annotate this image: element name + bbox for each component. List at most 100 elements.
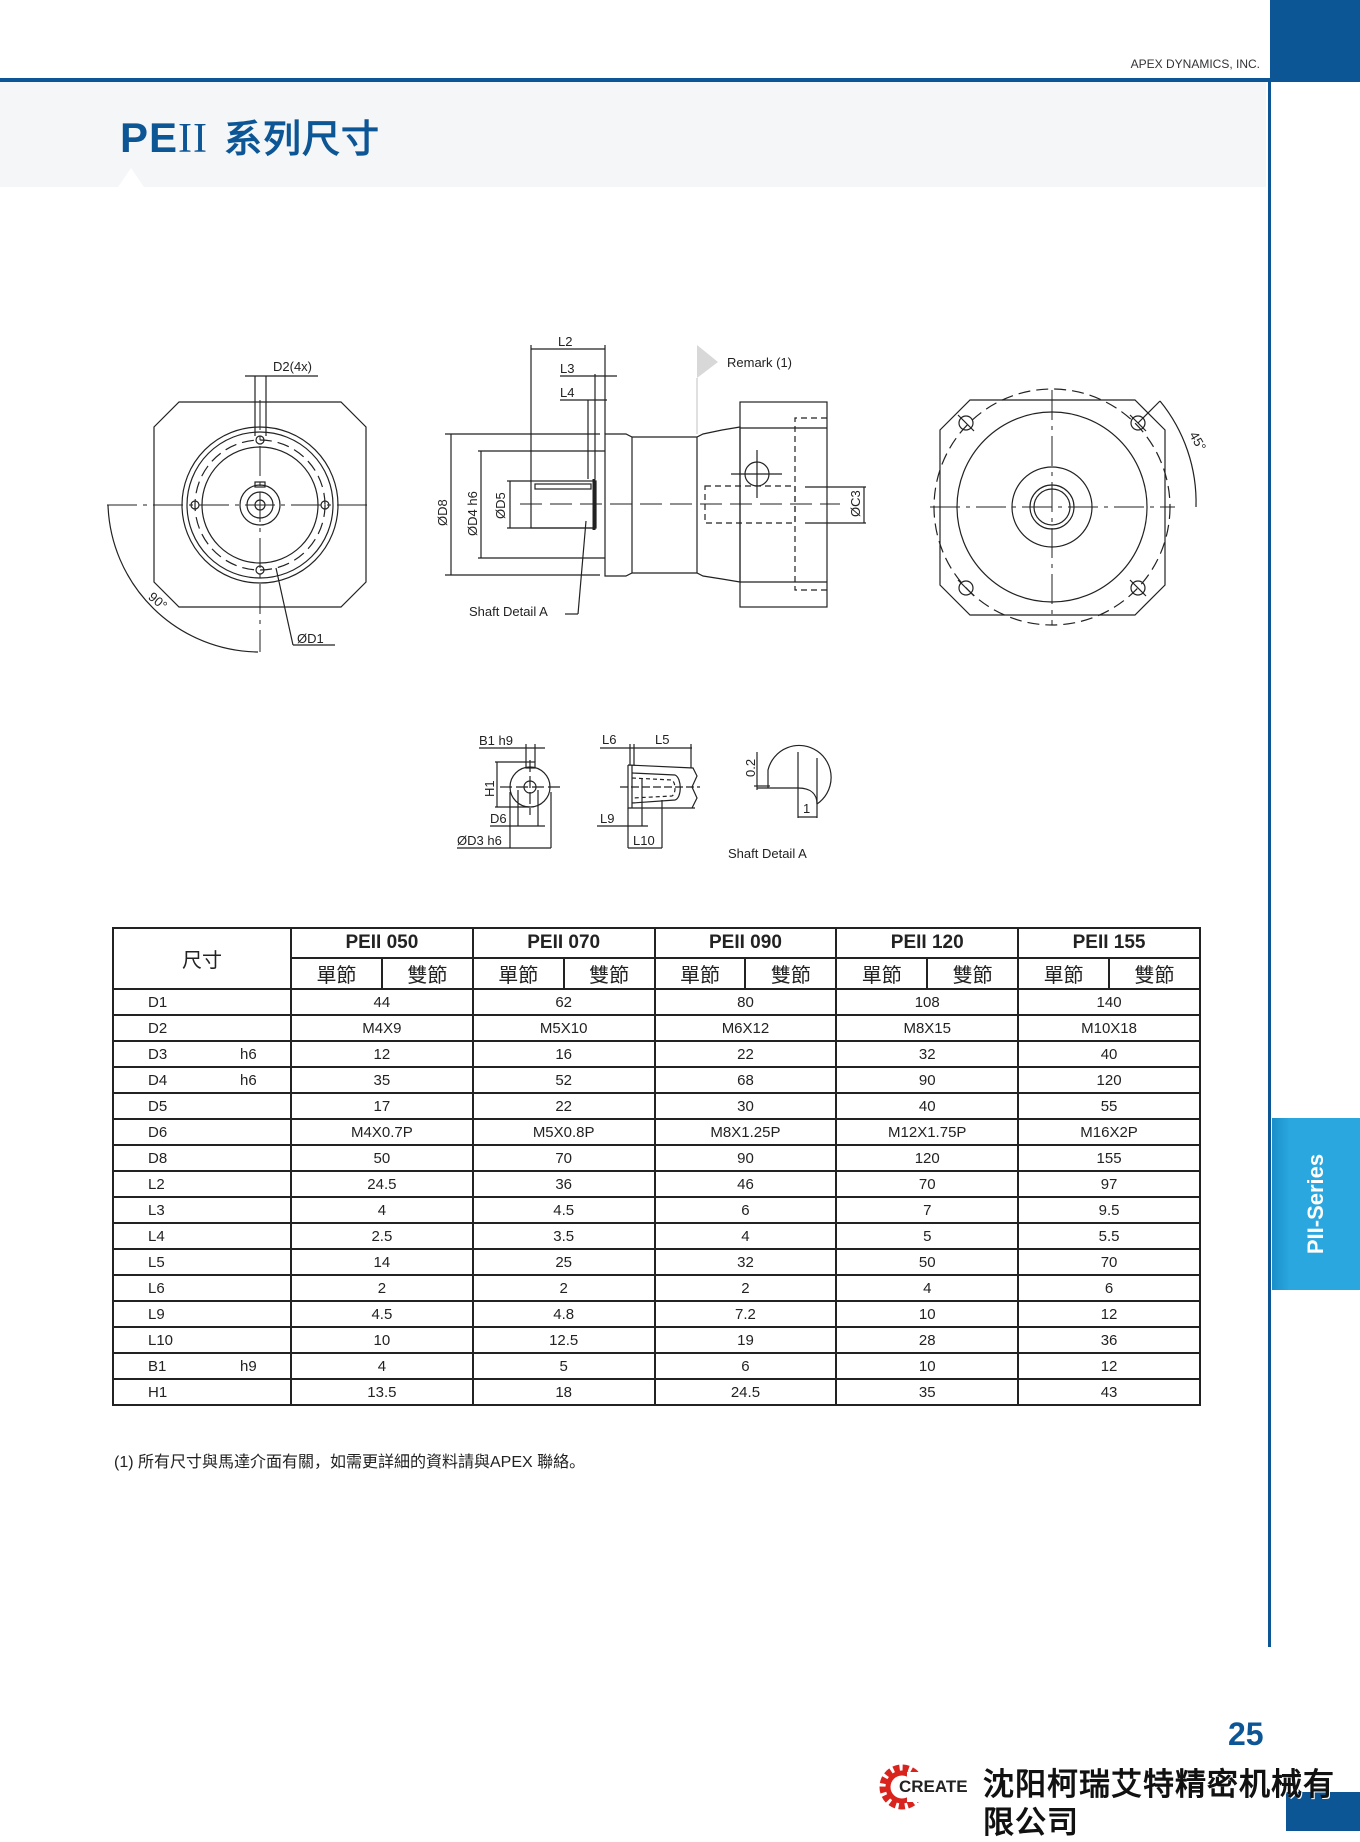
value-cell: 5.5 — [1017, 1222, 1201, 1250]
value-cell: 140 — [1017, 988, 1201, 1016]
value-cell: 2 — [290, 1274, 474, 1302]
table-row: H1 13.5 18 24.5 35 43 — [112, 1378, 1201, 1406]
value-cell: 55 — [1017, 1092, 1201, 1120]
l5-label: L5 — [655, 732, 669, 747]
l6-label: L6 — [602, 732, 616, 747]
value-cell: M5X0.8P — [471, 1118, 656, 1146]
value-cell: 24.5 — [653, 1378, 838, 1406]
angle-90-label: 90° — [145, 589, 170, 613]
table-row: D6 M4X0.7P M5X0.8P M8X1.25P M12X1.75P M16X2P — [112, 1118, 1201, 1146]
dimension-name: D4 — [148, 1071, 168, 1089]
value-cell: 12 — [290, 1040, 474, 1068]
detail-a-title: Shaft Detail A — [728, 846, 807, 861]
company-name: APEX DYNAMICS, INC. — [1130, 57, 1260, 71]
value-cell: 10 — [835, 1300, 1020, 1328]
value-cell: 2 — [471, 1274, 656, 1302]
front-view: D2(4x) ØD1 90° — [107, 359, 368, 653]
value-cell: 4 — [290, 1196, 474, 1224]
value-cell: 6 — [653, 1196, 838, 1224]
table-row: D2 M4X9 M5X10 M6X12 M8X15 M10X18 — [112, 1014, 1201, 1042]
value-cell: M4X0.7P — [290, 1118, 474, 1146]
title-roman: II — [178, 116, 209, 162]
title-cn: 系列尺寸 — [224, 117, 381, 161]
value-cell: 52 — [471, 1066, 656, 1094]
value-cell: 32 — [653, 1248, 838, 1276]
value-cell: 36 — [471, 1170, 656, 1198]
dimension-name: L5 — [148, 1253, 165, 1271]
series-tab-label: PII-Series — [1303, 1153, 1328, 1255]
value-cell: 3.5 — [471, 1222, 656, 1250]
header-row-models: 尺寸 PEII 050 PEII 070 PEII 090 PEII 120 PEII 1… — [112, 927, 1201, 990]
value-cell: 70 — [835, 1170, 1020, 1198]
value-cell: 70 — [471, 1144, 656, 1172]
value-cell: 40 — [835, 1092, 1020, 1120]
value-cell: 40 — [1017, 1040, 1201, 1068]
d2-label: D2(4x) — [273, 359, 312, 374]
dimension-name: D8 — [148, 1149, 168, 1167]
d4-label: ØD4 h6 — [465, 491, 480, 536]
dimension-name: D1 — [148, 993, 168, 1011]
l2-label: L2 — [558, 334, 572, 349]
value-cell: 108 — [835, 988, 1020, 1016]
model-header: PEII 155 — [1017, 927, 1201, 959]
value-cell: 50 — [290, 1144, 474, 1172]
value-cell: 35 — [835, 1378, 1020, 1406]
value-cell: 36 — [1017, 1326, 1201, 1354]
value-cell: 7.2 — [653, 1300, 838, 1328]
value-cell: 80 — [653, 988, 838, 1016]
logo-text: CREATE — [899, 1777, 968, 1796]
series-side-tab[interactable]: PII-Series — [1272, 1118, 1360, 1290]
value-cell: 12 — [1017, 1352, 1201, 1380]
value-cell: M6X12 — [653, 1014, 838, 1042]
stage-header: 單節 — [1017, 957, 1111, 990]
r02-label: 0.2 — [743, 759, 758, 777]
value-cell: 97 — [1017, 1170, 1201, 1198]
value-cell: 70 — [1017, 1248, 1201, 1276]
dimension-name: L10 — [148, 1331, 174, 1349]
value-cell: 4.5 — [290, 1300, 474, 1328]
dimension-label-cell: L6 — [112, 1274, 292, 1302]
tolerance: h6 — [240, 1045, 257, 1063]
dimension-label-cell: L4 — [112, 1222, 292, 1250]
value-cell: 9.5 — [1017, 1196, 1201, 1224]
value-cell: M16X2P — [1017, 1118, 1201, 1146]
dimension-name: L2 — [148, 1175, 165, 1193]
table-row: L3 4 4.5 6 7 9.5 — [112, 1196, 1201, 1224]
dimension-name: L4 — [148, 1227, 165, 1245]
table-row: D3 h6 12 16 22 32 40 — [112, 1040, 1201, 1068]
value-cell: 2 — [653, 1274, 838, 1302]
dimension-label-cell: D5 — [112, 1092, 292, 1120]
dimension-drawings: D2(4x) ØD1 90° L2 L3 L4 ØD8 ØD4 h6 ØD5 Ø… — [107, 334, 1209, 861]
r1-label: 1 — [803, 801, 810, 816]
table-row: L9 4.5 4.8 7.2 10 12 — [112, 1300, 1201, 1328]
value-cell: 62 — [471, 988, 656, 1016]
value-cell: 5 — [471, 1352, 656, 1380]
value-cell: 10 — [290, 1326, 474, 1354]
value-cell: 4 — [835, 1274, 1020, 1302]
stage-header: 雙節 — [1108, 957, 1201, 990]
dimension-label-cell: D1 — [112, 988, 292, 1016]
value-cell: 22 — [471, 1092, 656, 1120]
l3-label: L3 — [560, 361, 574, 376]
stage-header: 雙節 — [744, 957, 838, 990]
value-cell: 50 — [835, 1248, 1020, 1276]
value-cell: 28 — [835, 1326, 1020, 1354]
dimension-label-cell: H1 — [112, 1378, 292, 1406]
stage-header: 單節 — [835, 957, 929, 990]
l4-label: L4 — [560, 385, 574, 400]
table-row: L5 14 25 32 50 70 — [112, 1248, 1201, 1276]
model-header: PEII 090 — [653, 927, 838, 959]
d6-label: D6 — [490, 811, 507, 826]
value-cell: 155 — [1017, 1144, 1201, 1172]
dimension-name: D2 — [148, 1019, 168, 1037]
value-cell: 46 — [653, 1170, 838, 1198]
dimension-name: L3 — [148, 1201, 165, 1219]
dimension-label-cell: D6 — [112, 1118, 292, 1146]
shaft-detail-a: 0.2 1 Shaft Detail A — [728, 744, 832, 861]
table-row: D4 h6 35 52 68 90 120 — [112, 1066, 1201, 1094]
table-row: D5 17 22 30 40 55 — [112, 1092, 1201, 1120]
model-header: PEII 050 — [290, 927, 474, 959]
dimension-label-cell: L9 — [112, 1300, 292, 1328]
title-band — [0, 82, 1266, 187]
value-cell: 12 — [1017, 1300, 1201, 1328]
